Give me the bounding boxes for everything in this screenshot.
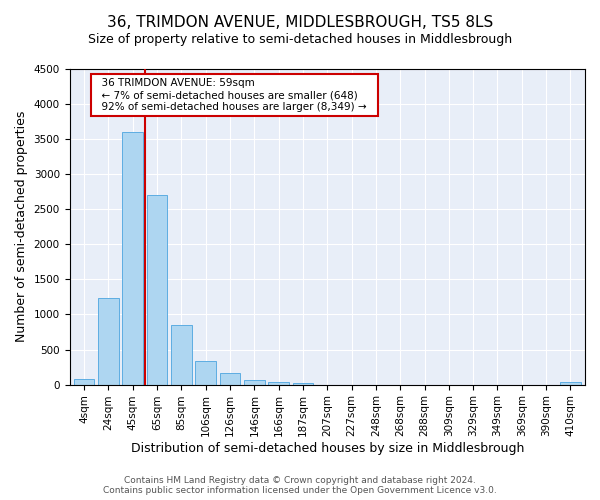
Bar [196, 362, 216, 384]
Bar [293, 383, 313, 384]
Bar [122, 132, 143, 384]
Bar [244, 380, 265, 384]
Bar [98, 298, 119, 384]
Bar [268, 382, 289, 384]
Y-axis label: Number of semi-detached properties: Number of semi-detached properties [15, 111, 28, 342]
Bar [147, 195, 167, 384]
X-axis label: Distribution of semi-detached houses by size in Middlesbrough: Distribution of semi-detached houses by … [131, 442, 524, 455]
Text: 36 TRIMDON AVENUE: 59sqm  
  ← 7% of semi-detached houses are smaller (648)  
  : 36 TRIMDON AVENUE: 59sqm ← 7% of semi-de… [95, 78, 373, 112]
Text: 36, TRIMDON AVENUE, MIDDLESBROUGH, TS5 8LS: 36, TRIMDON AVENUE, MIDDLESBROUGH, TS5 8… [107, 15, 493, 30]
Bar [74, 379, 94, 384]
Text: Contains HM Land Registry data © Crown copyright and database right 2024.
Contai: Contains HM Land Registry data © Crown c… [103, 476, 497, 495]
Bar [171, 325, 192, 384]
Text: Size of property relative to semi-detached houses in Middlesbrough: Size of property relative to semi-detach… [88, 32, 512, 46]
Bar [560, 382, 581, 384]
Bar [220, 373, 241, 384]
